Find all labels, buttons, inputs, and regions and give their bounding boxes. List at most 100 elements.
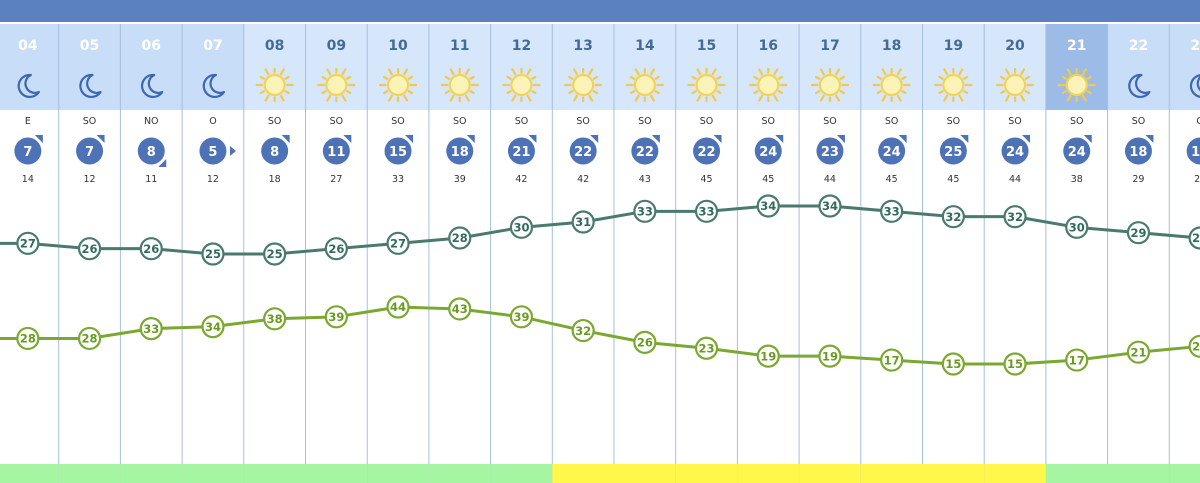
wind-speed-marker	[693, 137, 721, 165]
humidity-value-label: 39	[328, 310, 344, 324]
wind-direction-label: SO	[576, 116, 590, 127]
humidity-value-label: 23	[699, 341, 715, 355]
hour-label: 20	[1005, 38, 1025, 54]
wind-direction-label: SO	[761, 116, 775, 127]
uv-bar-cell	[120, 464, 183, 483]
wind-direction-arrow	[343, 135, 352, 143]
wind-direction-arrow	[775, 135, 784, 143]
hour-label: 14	[635, 38, 655, 54]
wind-direction-arrow	[836, 135, 845, 143]
wind-speed-marker	[1124, 137, 1152, 165]
hour-header-cell	[1169, 24, 1200, 110]
humidity-value-label: 21	[1130, 345, 1146, 359]
wind-direction-label: SO	[515, 116, 529, 127]
temperature-point	[324, 237, 348, 261]
wind-speed-label: 25	[944, 145, 962, 160]
wind-direction-label: SO	[823, 116, 837, 127]
sun-icon	[1057, 67, 1096, 103]
hour-header-cell	[1107, 24, 1170, 110]
wind-gust-label: 45	[701, 174, 713, 185]
hour-header-cell	[58, 24, 121, 110]
hour-label: 10	[388, 38, 408, 54]
temperature-point	[1065, 215, 1089, 239]
temperature-point	[1126, 221, 1151, 245]
uv-bar-cell	[58, 464, 121, 483]
wind-direction-label: E	[25, 116, 31, 127]
temperature-value-label: 29	[1130, 226, 1146, 240]
wind-speed-marker	[878, 137, 906, 165]
hour-label: 05	[80, 38, 99, 54]
wind-speed-label: 23	[821, 145, 839, 160]
wind-gust-label: 33	[392, 174, 404, 185]
uv-bar-cell	[1169, 464, 1200, 483]
uv-bar-cell	[860, 464, 923, 483]
humidity-line	[0, 305, 1200, 366]
uv-bar-cell	[922, 464, 985, 483]
hour-label: 23	[1190, 38, 1200, 54]
sun-icon	[564, 67, 603, 103]
humidity-value-label: 24	[1192, 340, 1200, 354]
humidity-point	[756, 344, 780, 368]
humidity-value-label: 19	[822, 349, 838, 363]
wind-speed-label: 16	[1191, 145, 1200, 160]
wind-gust-label: 14	[22, 174, 34, 185]
wind-direction-arrow	[651, 135, 660, 143]
hour-label: 12	[512, 38, 531, 54]
uv-bar-cell	[243, 464, 306, 483]
temperature-point	[509, 215, 534, 239]
hour-label: 19	[944, 38, 963, 54]
uv-bar-cell	[182, 464, 244, 483]
humidity-point	[818, 344, 842, 368]
hour-label: 16	[759, 38, 778, 54]
wind-speed-marker	[14, 137, 42, 165]
temperature-point	[571, 210, 595, 234]
wind-direction-label: SO	[1070, 116, 1084, 127]
sun-icon	[317, 67, 356, 103]
wind-speed-label: 24	[883, 145, 901, 160]
top-bar	[0, 0, 1200, 22]
temperature-value-label: 26	[82, 242, 98, 256]
wind-gust-label: 18	[269, 174, 281, 185]
temperature-value-label: 27	[390, 237, 406, 251]
uv-bar-cell	[428, 464, 491, 483]
wind-speed-marker	[631, 137, 659, 165]
temperature-value-label: 31	[575, 215, 591, 229]
moon-icon	[202, 73, 226, 99]
humidity-point	[1003, 352, 1027, 376]
wind-speed-label: 24	[1006, 145, 1024, 160]
wind-speed-label: 7	[85, 145, 94, 160]
wind-gust-label: 39	[454, 174, 466, 185]
hour-label: 06	[142, 38, 161, 54]
wind-speed-marker	[754, 137, 782, 165]
wind-gust-label: 44	[824, 174, 836, 185]
temperature-value-label: 33	[699, 205, 715, 219]
wind-direction-label: SO	[1008, 116, 1022, 127]
uv-bar-cell	[552, 464, 614, 483]
wind-direction-arrow	[1083, 135, 1092, 143]
wind-direction-arrow	[898, 135, 907, 143]
temperature-value-label: 33	[637, 205, 653, 219]
sun-icon	[872, 67, 911, 103]
temperature-value-label: 28	[452, 231, 468, 245]
wind-speed-marker	[507, 137, 535, 165]
top-bar-divider	[0, 22, 1200, 24]
wind-direction-arrow	[1145, 135, 1154, 143]
humidity-point	[1126, 340, 1151, 364]
sun-icon	[934, 67, 973, 103]
humidity-value-label: 38	[267, 312, 283, 326]
wind-direction-label: SO	[391, 116, 405, 127]
humidity-point	[633, 330, 657, 354]
wind-gust-label: 12	[84, 174, 96, 185]
wind-speed-marker	[261, 137, 289, 165]
temperature-point	[880, 199, 904, 223]
temperature-value-label: 30	[513, 221, 529, 235]
uv-bar-cell	[0, 464, 59, 483]
hour-label: 18	[882, 38, 901, 54]
humidity-point	[16, 326, 40, 351]
sun-icon	[502, 67, 541, 103]
wind-direction-label: SO	[638, 116, 652, 127]
humidity-point	[509, 305, 534, 329]
temperature-value-label: 34	[760, 199, 776, 213]
wind-speed-marker	[446, 137, 474, 165]
moon-icon	[140, 73, 164, 99]
